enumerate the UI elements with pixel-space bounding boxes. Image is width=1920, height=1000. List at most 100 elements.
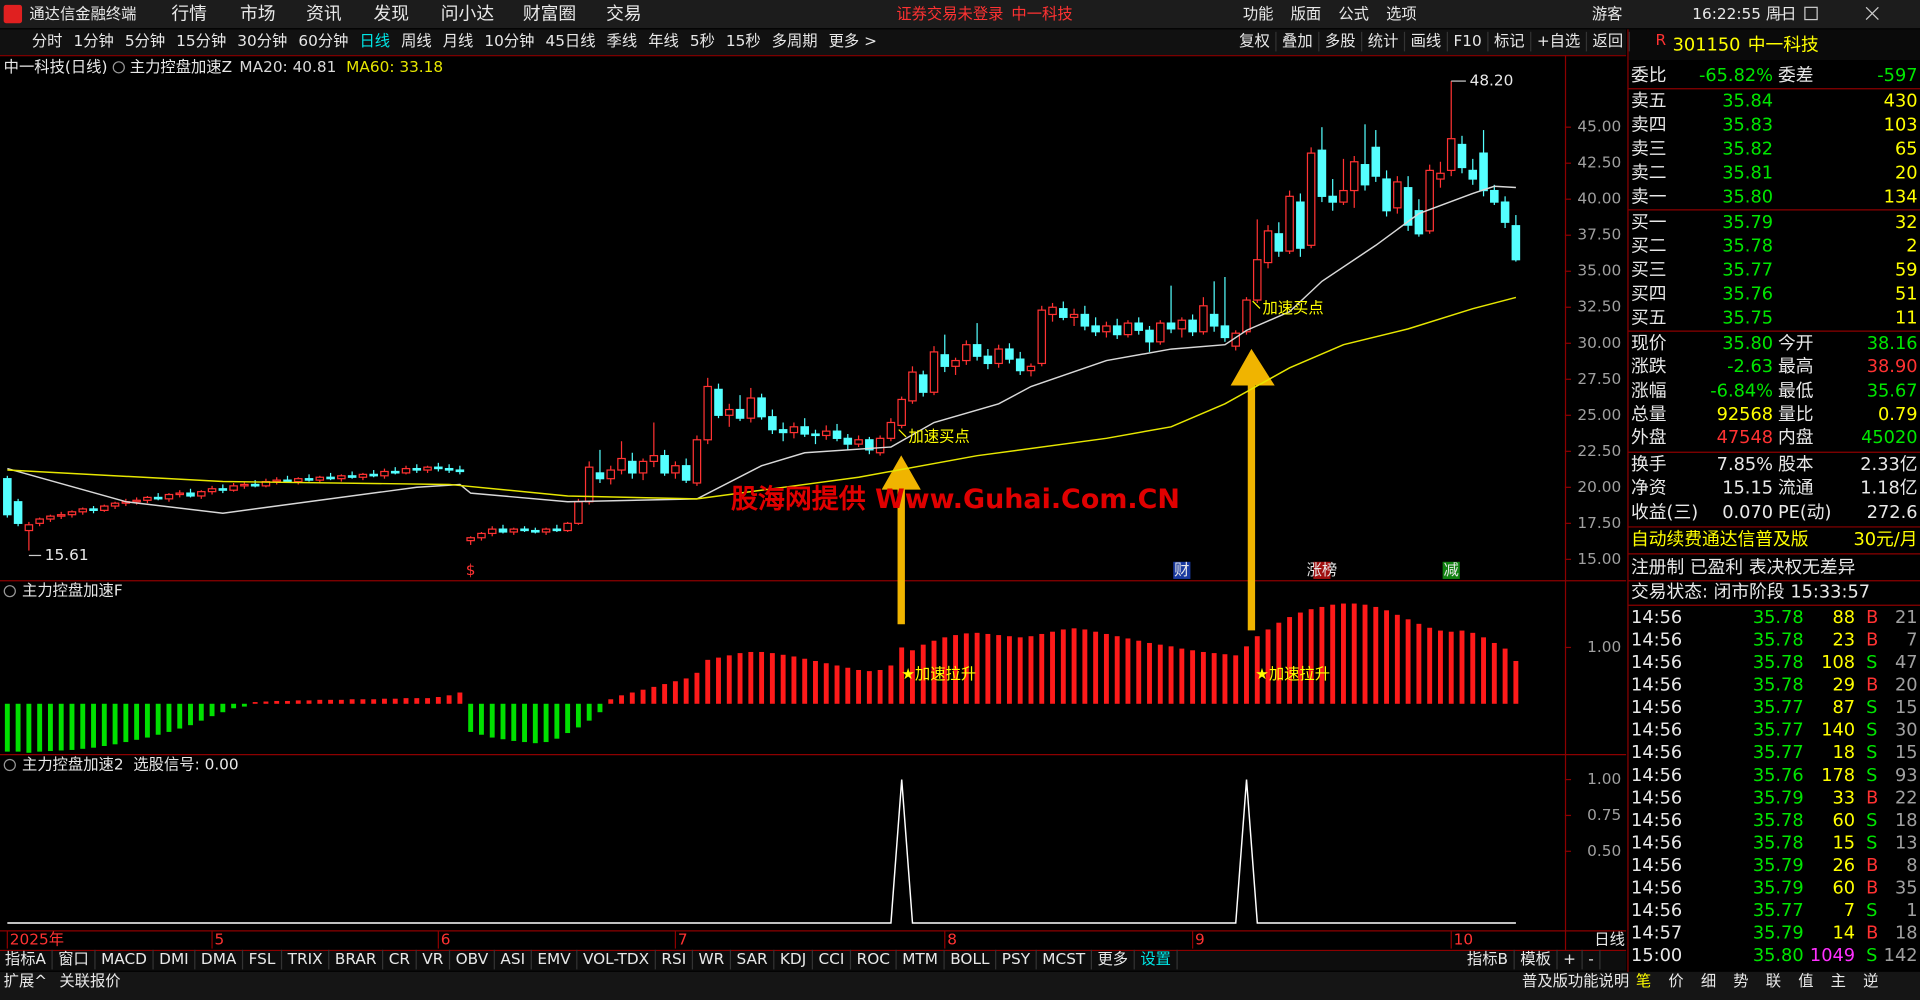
candle-body [132, 499, 141, 503]
field-label: 现价 [1631, 334, 1667, 354]
login-notice[interactable]: 证券交易未登录 [896, 5, 1003, 23]
promo[interactable]: 自动续费通达信普及版 [1631, 529, 1809, 550]
period-tab[interactable]: 多周期 [772, 32, 818, 50]
menu-item[interactable]: 功能 [1243, 5, 1274, 23]
indicator-tab[interactable]: MCST [1042, 950, 1086, 968]
indicator-tab[interactable]: - [1588, 950, 1594, 968]
tool-button[interactable]: 画线 [1411, 32, 1442, 50]
period-tab[interactable]: 15秒 [726, 32, 761, 50]
status-item[interactable]: 扩展^ [4, 972, 47, 990]
tool-button[interactable]: 叠加 [1282, 32, 1313, 50]
menu-item[interactable]: 交易 [606, 4, 642, 25]
indicator-tab[interactable]: DMA [201, 950, 237, 968]
period-tab[interactable]: 周线 [401, 32, 432, 50]
indicator-tab[interactable]: DMI [159, 950, 189, 968]
period-tab[interactable]: 45日线 [545, 32, 595, 50]
menu-item[interactable]: 财富圈 [523, 4, 576, 25]
indicator-tab[interactable]: RSI [661, 950, 686, 968]
indicator-tab[interactable]: 模板 [1520, 950, 1551, 968]
indicator-tab[interactable]: TRIX [287, 950, 323, 968]
panel-tab[interactable]: 逆 [1863, 972, 1878, 990]
indicator-icon[interactable] [112, 61, 125, 74]
indicator-tab[interactable]: 窗口 [58, 950, 89, 968]
panel-tab[interactable]: 价 [1668, 972, 1683, 990]
tool-button[interactable]: 标记 [1494, 32, 1525, 50]
panel-tab[interactable]: 笔 [1636, 972, 1651, 990]
panel-tab[interactable]: 主 [1831, 972, 1846, 990]
period-tab[interactable]: 10分钟 [484, 32, 534, 50]
indicator-tab[interactable]: + [1563, 950, 1576, 968]
period-tab[interactable]: 更多 > [829, 32, 877, 50]
menu-item[interactable]: 选项 [1386, 5, 1417, 23]
indicator-tab[interactable]: MACD [101, 950, 147, 968]
period-tab[interactable]: 30分钟 [237, 32, 287, 50]
menu-item[interactable]: 行情 [171, 4, 207, 25]
period-tab[interactable]: 年线 [648, 32, 679, 50]
indicator-icon[interactable] [3, 758, 16, 772]
indicator-tab[interactable]: KDJ [780, 950, 806, 968]
indicator-tab[interactable]: EMV [537, 950, 571, 968]
period-tab[interactable]: 月线 [443, 32, 474, 50]
panel-tab[interactable]: 值 [1798, 972, 1813, 990]
period-tab[interactable]: 日线 [359, 32, 390, 50]
restore-button[interactable] [1804, 6, 1818, 21]
candle-body [531, 529, 540, 533]
tool-button[interactable]: F10 [1453, 32, 1481, 50]
period-tab[interactable]: 1分钟 [73, 32, 113, 50]
indicator-tab[interactable]: 设置 [1140, 950, 1171, 968]
indicator-bar [360, 699, 366, 704]
tool-button[interactable]: 复权 [1239, 32, 1270, 50]
indicator-bar [1351, 603, 1357, 704]
period-tab[interactable]: 分时 [32, 32, 63, 50]
indicator-bar [996, 635, 1002, 704]
panel-tab[interactable]: 联 [1766, 972, 1781, 990]
candle-body [272, 479, 281, 483]
field-value: -65.82% [1699, 66, 1773, 86]
toolbar [0, 29, 1627, 56]
indicator-tab[interactable]: ASI [500, 950, 525, 968]
indicator-tab[interactable]: BRAR [335, 950, 377, 968]
period-tab[interactable]: 季线 [607, 32, 638, 50]
menu-item[interactable]: 市场 [240, 4, 276, 25]
indicator-tab[interactable]: SAR [737, 950, 768, 968]
indicator-tab[interactable]: WR [699, 950, 725, 968]
period-tab[interactable]: 60分钟 [298, 32, 348, 50]
event-marker[interactable]: 减 [1444, 561, 1459, 579]
tool-button[interactable]: +自选 [1537, 32, 1580, 50]
tool-button[interactable]: 返回 [1593, 32, 1624, 50]
event-marker[interactable]: 涨榜 [1307, 561, 1338, 579]
indicator-tab[interactable]: VR [422, 950, 443, 968]
indicator-tab[interactable]: 指标B [1467, 950, 1508, 968]
event-marker[interactable]: $ [466, 561, 476, 579]
indicator-tab[interactable]: VOL-TDX [583, 950, 649, 968]
indicator-tab[interactable]: CR [389, 950, 411, 968]
indicator-icon[interactable] [3, 585, 16, 598]
indicator-bar [963, 633, 969, 704]
menu-item[interactable]: 发现 [373, 4, 409, 25]
indicator-tab[interactable]: 更多 [1098, 950, 1129, 968]
indicator-tab[interactable]: BOLL [950, 950, 990, 968]
menu-item[interactable]: 公式 [1338, 5, 1369, 23]
indicator-tab[interactable]: ROC [857, 950, 890, 968]
indicator-tab[interactable]: PSY [1002, 950, 1031, 968]
period-tab[interactable]: 5分钟 [125, 32, 165, 50]
event-marker[interactable]: 财 [1174, 561, 1189, 579]
menu-item[interactable]: 资讯 [306, 4, 342, 25]
tool-button[interactable]: 统计 [1368, 32, 1399, 50]
panel-tab[interactable]: 势 [1733, 972, 1748, 990]
indicator-tab[interactable]: MTM [902, 950, 938, 968]
tool-button[interactable]: 多股 [1325, 32, 1356, 50]
indicator-bar [468, 703, 474, 732]
indicator-tab[interactable]: OBV [456, 950, 489, 968]
period-tab[interactable]: 15分钟 [176, 32, 226, 50]
status-item[interactable]: 关联报价 [59, 972, 120, 990]
indicator-tab[interactable]: CCI [818, 950, 844, 968]
help-link[interactable]: 普及版功能说明 [1522, 972, 1629, 990]
menu-item[interactable]: 版面 [1291, 5, 1322, 23]
close-button[interactable] [1865, 6, 1879, 21]
indicator-tab[interactable]: 指标A [5, 950, 47, 968]
indicator-tab[interactable]: FSL [249, 950, 276, 968]
panel-tab[interactable]: 细 [1701, 972, 1716, 990]
menu-item[interactable]: 问小达 [441, 4, 495, 25]
period-tab[interactable]: 5秒 [690, 32, 715, 50]
